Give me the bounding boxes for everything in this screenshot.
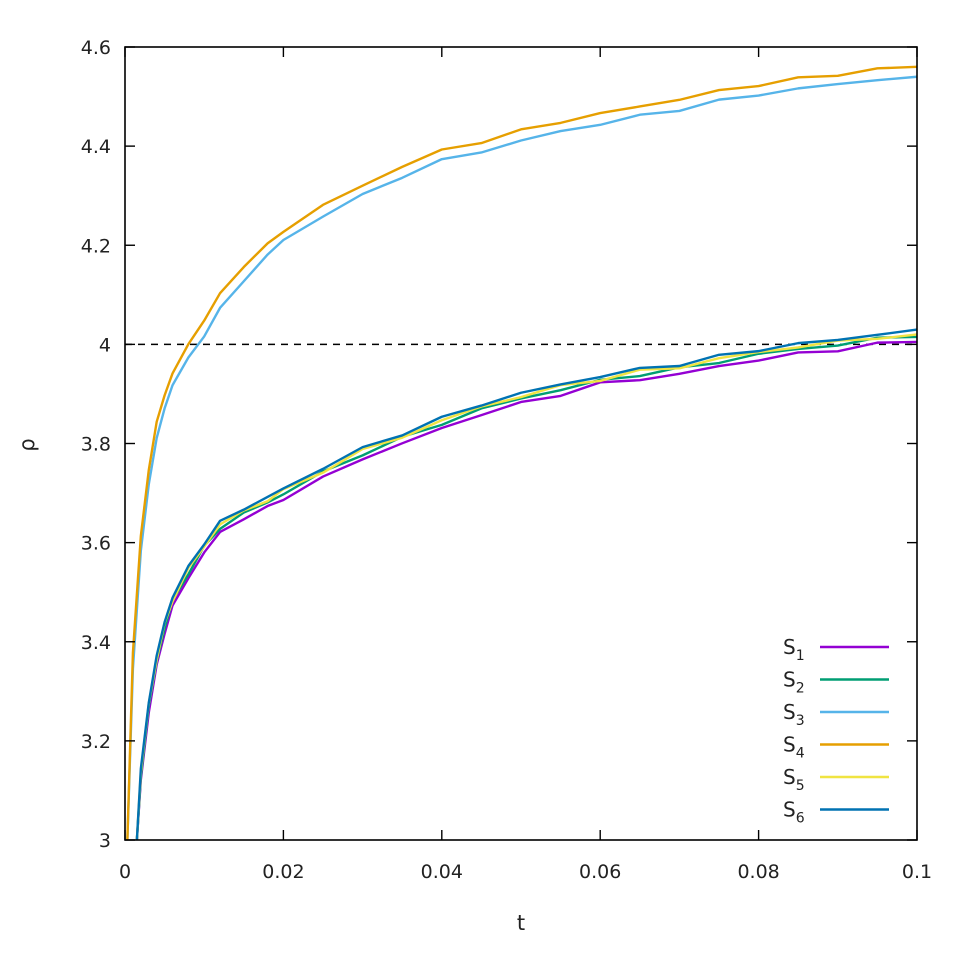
series-line-s1 bbox=[135, 340, 917, 840]
x-tick-label: 0 bbox=[119, 861, 131, 883]
legend-label-sub: 5 bbox=[796, 778, 805, 794]
y-tick-label: 3.6 bbox=[81, 533, 111, 555]
y-tick-label: 3.4 bbox=[81, 632, 111, 654]
series-line-s5 bbox=[135, 333, 917, 840]
x-tick-label: 0.06 bbox=[579, 861, 621, 883]
x-tick-label: 0.08 bbox=[737, 861, 779, 883]
legend-label-sub: 1 bbox=[796, 648, 805, 664]
legend-label: S6 bbox=[783, 798, 805, 827]
legend-label-sub: 4 bbox=[796, 746, 805, 762]
series-layer bbox=[126, 65, 917, 840]
tick-layer: 0 0.02 0.04 0.06 0.08 0.1 3 3.2 3.4 3.6 3.8 4 4.2 4.4… bbox=[81, 37, 932, 883]
legend-label-main: S bbox=[783, 668, 796, 692]
y-tick-label: 3.2 bbox=[81, 731, 111, 753]
legend-label: S4 bbox=[783, 733, 805, 762]
legend-item-s6: S6 bbox=[783, 798, 889, 827]
x-axis-label: t bbox=[517, 911, 525, 935]
legend-item-s4: S4 bbox=[783, 733, 889, 762]
legend-label: S1 bbox=[783, 635, 805, 664]
series-line-s3 bbox=[126, 75, 917, 840]
legend-label: S3 bbox=[783, 700, 805, 729]
y-tick-label: 3 bbox=[99, 830, 111, 852]
legend-label-main: S bbox=[783, 635, 796, 659]
series-line-s6 bbox=[135, 328, 917, 840]
y-tick-label: 4.6 bbox=[81, 37, 111, 59]
legend-item-s2: S2 bbox=[783, 668, 889, 697]
series-line-s4 bbox=[126, 65, 917, 840]
legend-label: S2 bbox=[783, 668, 805, 697]
legend-item-s1: S1 bbox=[783, 635, 889, 664]
x-tick-label: 0.1 bbox=[902, 861, 932, 883]
legend-label-main: S bbox=[783, 733, 796, 757]
legend-label-sub: 3 bbox=[796, 713, 805, 729]
y-tick-label: 4.2 bbox=[81, 235, 111, 257]
legend-item-s5: S5 bbox=[783, 765, 889, 794]
x-tick-label: 0.02 bbox=[262, 861, 304, 883]
y-axis-label: ρ bbox=[15, 438, 39, 451]
y-tick-label: 3.8 bbox=[81, 434, 111, 456]
series-line-s2 bbox=[135, 335, 917, 840]
y-tick-label: 4 bbox=[99, 334, 111, 356]
legend-label-sub: 2 bbox=[796, 681, 805, 697]
legend-label-main: S bbox=[783, 700, 796, 724]
legend-label: S5 bbox=[783, 765, 805, 794]
y-tick-label: 4.4 bbox=[81, 136, 111, 158]
legend-label-main: S bbox=[783, 798, 796, 822]
legend-label-sub: 6 bbox=[796, 811, 805, 827]
legend-label-main: S bbox=[783, 765, 796, 789]
legend-item-s3: S3 bbox=[783, 700, 889, 729]
x-tick-label: 0.04 bbox=[421, 861, 463, 883]
